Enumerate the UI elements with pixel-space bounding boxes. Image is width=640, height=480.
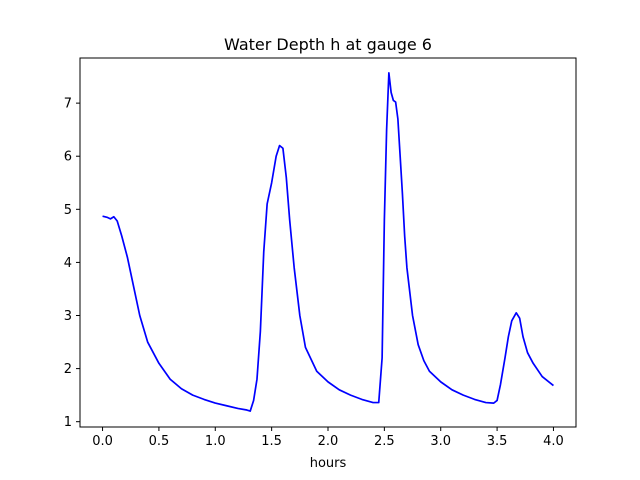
- y-tick-label: 1: [64, 415, 72, 430]
- x-tick-label: 4.0: [543, 434, 564, 449]
- y-tick-label: 2: [64, 362, 72, 377]
- x-tick-label: 0.0: [92, 434, 113, 449]
- x-tick-label: 0.5: [149, 434, 170, 449]
- x-tick-label: 2.5: [374, 434, 395, 449]
- x-tick-label: 3.0: [430, 434, 451, 449]
- x-axis-label: hours: [310, 456, 347, 471]
- x-tick-label: 1.0: [205, 434, 226, 449]
- y-tick-label: 4: [64, 256, 72, 271]
- y-tick-label: 7: [64, 97, 72, 112]
- x-axis: 0.0 0.5 1.0 1.5 2.0 2.5 3.0 3.5 4.0: [92, 427, 564, 449]
- y-tick-label: 6: [64, 150, 72, 165]
- x-tick-label: 1.5: [261, 434, 282, 449]
- series-line-0: [102, 72, 554, 412]
- y-tick-label: 5: [64, 203, 72, 218]
- x-tick-label: 2.0: [318, 434, 339, 449]
- plot-area: [102, 72, 554, 412]
- y-axis: 1 2 3 4 5 6 7: [64, 97, 80, 430]
- chart-title: Water Depth h at gauge 6: [224, 35, 432, 54]
- axes-frame: [79, 57, 577, 428]
- x-tick-label: 3.5: [487, 434, 508, 449]
- y-tick-label: 3: [64, 309, 72, 324]
